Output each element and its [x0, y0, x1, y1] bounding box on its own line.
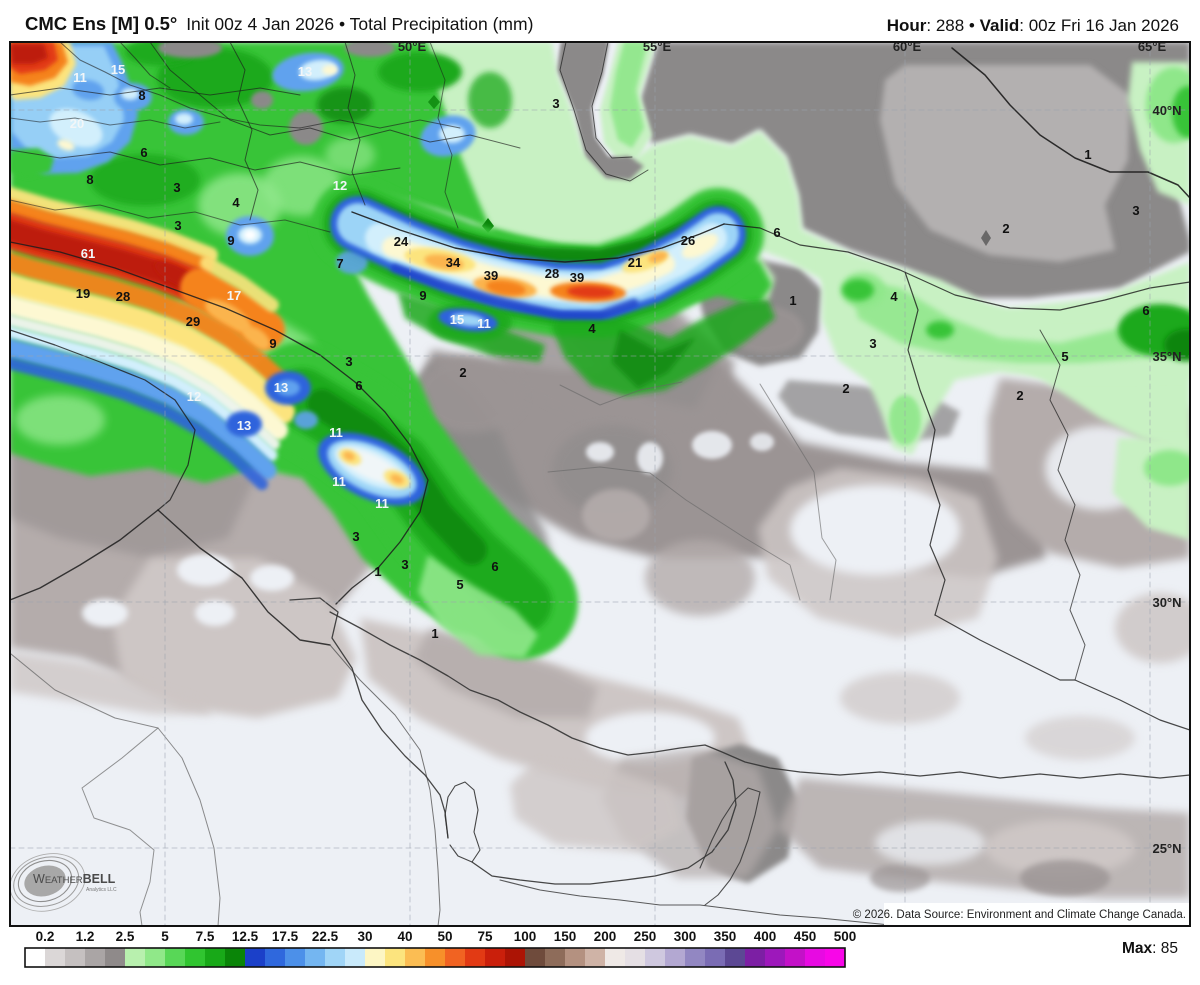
svg-text:400: 400 — [754, 929, 777, 944]
svg-text:12: 12 — [187, 389, 201, 404]
svg-text:100: 100 — [514, 929, 537, 944]
svg-text:9: 9 — [269, 336, 276, 351]
svg-text:60°E: 60°E — [893, 39, 922, 54]
svg-text:1: 1 — [789, 293, 796, 308]
svg-text:© 2026. Data Source: Environme: © 2026. Data Source: Environment and Cli… — [853, 909, 1186, 921]
svg-text:5: 5 — [1061, 349, 1068, 364]
svg-text:11: 11 — [329, 425, 343, 440]
svg-text:9: 9 — [419, 288, 426, 303]
svg-text:6: 6 — [1142, 303, 1149, 318]
svg-text:WEATHERBELL: WEATHERBELL — [33, 872, 116, 886]
svg-text:4: 4 — [890, 289, 898, 304]
svg-text:28: 28 — [116, 289, 130, 304]
svg-text:1: 1 — [1084, 147, 1091, 162]
svg-text:13: 13 — [237, 418, 251, 433]
svg-text:50°E: 50°E — [398, 39, 427, 54]
svg-text:12.5: 12.5 — [232, 929, 259, 944]
svg-text:11: 11 — [73, 70, 87, 85]
svg-text:39: 39 — [484, 268, 498, 283]
svg-text:3: 3 — [869, 336, 876, 351]
svg-text:500: 500 — [834, 929, 857, 944]
svg-text:11: 11 — [332, 474, 346, 489]
svg-text:11: 11 — [375, 496, 389, 511]
svg-text:12: 12 — [333, 178, 347, 193]
svg-text:29: 29 — [186, 314, 200, 329]
svg-text:5: 5 — [161, 929, 169, 944]
svg-text:4: 4 — [232, 195, 240, 210]
svg-text:6: 6 — [355, 378, 362, 393]
svg-text:350: 350 — [714, 929, 737, 944]
svg-text:50: 50 — [437, 929, 452, 944]
svg-text:6: 6 — [773, 225, 780, 240]
svg-text:5: 5 — [456, 577, 463, 592]
svg-text:CMC Ens [M] 0.5° Init 00z 4 Ja: CMC Ens [M] 0.5° Init 00z 4 Jan 2026 • T… — [25, 13, 533, 34]
svg-text:1: 1 — [431, 626, 438, 641]
svg-text:2: 2 — [459, 365, 466, 380]
svg-text:75: 75 — [477, 929, 493, 944]
svg-text:15: 15 — [111, 62, 125, 77]
svg-text:3: 3 — [352, 529, 359, 544]
svg-text:15: 15 — [450, 312, 464, 327]
svg-text:300: 300 — [674, 929, 697, 944]
svg-text:3: 3 — [174, 218, 181, 233]
svg-text:13: 13 — [298, 64, 312, 79]
svg-text:34: 34 — [446, 255, 461, 270]
svg-text:30°N: 30°N — [1152, 595, 1181, 610]
svg-text:28: 28 — [545, 266, 559, 281]
svg-text:Analytics LLC: Analytics LLC — [86, 887, 117, 893]
svg-text:17.5: 17.5 — [272, 929, 299, 944]
svg-text:3: 3 — [401, 557, 408, 572]
svg-text:0.2: 0.2 — [36, 929, 55, 944]
svg-text:61: 61 — [81, 246, 95, 261]
svg-text:35°N: 35°N — [1152, 349, 1181, 364]
svg-text:22.5: 22.5 — [312, 929, 339, 944]
svg-text:7.5: 7.5 — [196, 929, 215, 944]
svg-text:200: 200 — [594, 929, 617, 944]
svg-text:19: 19 — [76, 286, 90, 301]
svg-text:250: 250 — [634, 929, 657, 944]
svg-text:8: 8 — [86, 172, 93, 187]
svg-text:1: 1 — [374, 564, 381, 579]
svg-text:Max: 85: Max: 85 — [1122, 940, 1178, 957]
svg-text:21: 21 — [628, 255, 642, 270]
svg-text:65°E: 65°E — [1138, 39, 1167, 54]
svg-text:4: 4 — [588, 321, 596, 336]
svg-text:24: 24 — [394, 234, 409, 249]
svg-text:9: 9 — [227, 233, 234, 248]
svg-text:3: 3 — [552, 96, 559, 111]
svg-text:13: 13 — [274, 380, 288, 395]
svg-text:20: 20 — [70, 116, 84, 131]
svg-text:2.5: 2.5 — [116, 929, 135, 944]
svg-text:150: 150 — [554, 929, 577, 944]
svg-text:40°N: 40°N — [1152, 103, 1181, 118]
svg-text:26: 26 — [681, 233, 695, 248]
svg-text:3: 3 — [1132, 203, 1139, 218]
svg-text:3: 3 — [345, 354, 352, 369]
svg-text:30: 30 — [357, 929, 372, 944]
svg-text:17: 17 — [227, 288, 241, 303]
svg-text:8: 8 — [138, 88, 145, 103]
svg-text:25°N: 25°N — [1152, 841, 1181, 856]
svg-text:39: 39 — [570, 270, 584, 285]
svg-text:7: 7 — [336, 256, 343, 271]
svg-text:6: 6 — [140, 145, 147, 160]
svg-text:1.2: 1.2 — [76, 929, 95, 944]
svg-text:450: 450 — [794, 929, 817, 944]
svg-text:6: 6 — [491, 559, 498, 574]
svg-text:11: 11 — [477, 316, 491, 331]
svg-text:2: 2 — [1016, 388, 1023, 403]
svg-text:3: 3 — [173, 180, 180, 195]
svg-text:Hour: 288 • Valid: 00z Fri 16: Hour: 288 • Valid: 00z Fri 16 Jan 2026 — [887, 16, 1179, 35]
svg-text:2: 2 — [1002, 221, 1009, 236]
svg-text:55°E: 55°E — [643, 39, 672, 54]
svg-text:40: 40 — [397, 929, 412, 944]
svg-text:2: 2 — [842, 381, 849, 396]
